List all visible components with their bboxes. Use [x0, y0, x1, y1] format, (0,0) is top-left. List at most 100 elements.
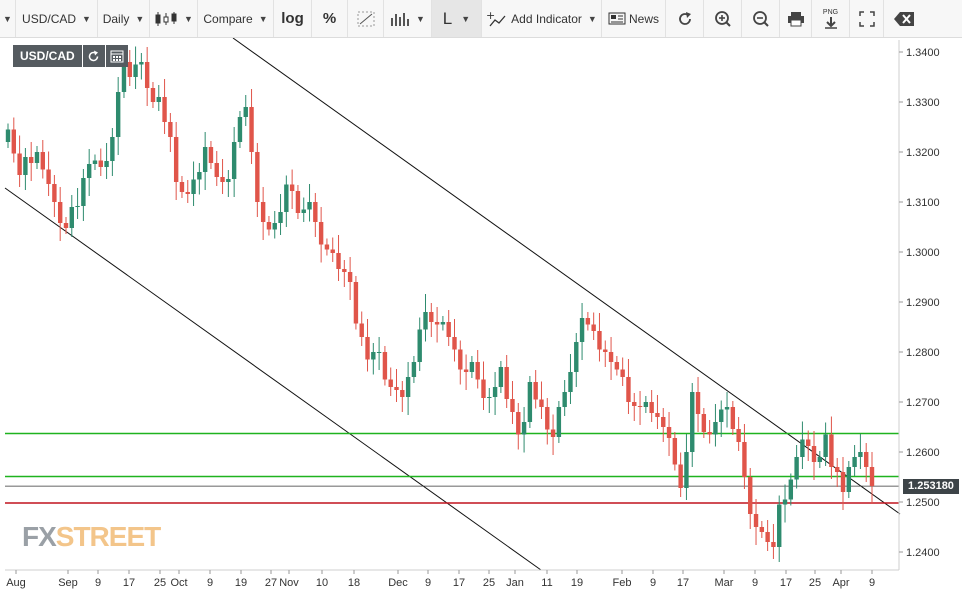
candle[interactable] — [301, 197, 306, 223]
candle[interactable] — [371, 343, 376, 375]
candle[interactable] — [545, 398, 550, 445]
candle[interactable] — [765, 520, 770, 551]
candle[interactable] — [266, 216, 272, 236]
candle[interactable] — [127, 50, 132, 86]
candle[interactable] — [562, 380, 567, 416]
candle[interactable] — [637, 391, 643, 425]
candle[interactable] — [521, 407, 527, 453]
candle[interactable] — [34, 146, 40, 169]
candle[interactable] — [255, 143, 260, 217]
candle[interactable] — [284, 175, 289, 228]
candle[interactable] — [243, 95, 248, 126]
add-indicator-button[interactable]: + Add Indicator ▼ — [482, 0, 602, 37]
candle[interactable] — [278, 194, 283, 235]
candle[interactable] — [632, 393, 637, 421]
candle[interactable] — [574, 333, 579, 387]
candle[interactable] — [510, 381, 515, 424]
drawing-tools-button[interactable] — [348, 0, 384, 37]
candle[interactable] — [237, 111, 243, 148]
candle[interactable] — [220, 159, 225, 194]
candle[interactable] — [5, 123, 11, 149]
candle[interactable] — [260, 187, 266, 240]
candle[interactable] — [197, 163, 202, 195]
candle[interactable] — [388, 367, 393, 397]
candle[interactable] — [191, 161, 196, 207]
candle[interactable] — [649, 390, 654, 422]
candle[interactable] — [11, 117, 16, 163]
candle[interactable] — [585, 312, 591, 331]
candle[interactable] — [487, 388, 492, 413]
candle[interactable] — [92, 154, 98, 171]
candle[interactable] — [643, 396, 649, 413]
candle[interactable] — [249, 89, 254, 164]
candle[interactable] — [417, 317, 422, 372]
candle[interactable] — [713, 404, 718, 447]
candle[interactable] — [156, 85, 161, 111]
candle[interactable] — [539, 381, 544, 420]
candle[interactable] — [556, 401, 562, 443]
candle[interactable] — [179, 176, 185, 198]
candle[interactable] — [724, 392, 730, 428]
candle[interactable] — [782, 484, 788, 523]
candle[interactable] — [173, 122, 179, 200]
candle[interactable] — [46, 151, 51, 197]
volume-button[interactable]: ▼ — [384, 0, 432, 37]
candle[interactable] — [63, 217, 69, 234]
candle[interactable] — [858, 434, 863, 469]
candle[interactable] — [353, 276, 359, 330]
candle[interactable] — [185, 180, 190, 203]
candle[interactable] — [672, 432, 678, 471]
candle[interactable] — [139, 53, 144, 80]
candle[interactable] — [429, 303, 434, 337]
candle[interactable] — [295, 185, 301, 219]
candle[interactable] — [550, 414, 556, 456]
candle[interactable] — [492, 372, 498, 415]
candle[interactable] — [655, 395, 660, 429]
candle[interactable] — [359, 311, 364, 347]
candle[interactable] — [423, 294, 428, 342]
candle[interactable] — [150, 82, 156, 108]
candle[interactable] — [759, 521, 765, 538]
candle[interactable] — [400, 381, 405, 412]
news-button[interactable]: News — [602, 0, 666, 37]
candle[interactable] — [463, 354, 469, 391]
candle[interactable] — [864, 443, 869, 482]
candle[interactable] — [527, 376, 533, 428]
candle[interactable] — [75, 188, 80, 219]
candle[interactable] — [678, 452, 683, 498]
candle[interactable] — [133, 46, 138, 90]
candle[interactable] — [800, 421, 805, 470]
candle[interactable] — [684, 434, 689, 500]
candle[interactable] — [382, 346, 388, 386]
candle[interactable] — [405, 362, 411, 415]
candle[interactable] — [794, 445, 799, 489]
candle[interactable] — [202, 132, 208, 190]
candle[interactable] — [579, 303, 585, 360]
candle[interactable] — [23, 148, 28, 190]
candle[interactable] — [806, 430, 811, 462]
candle[interactable] — [411, 356, 417, 383]
candle[interactable] — [336, 235, 341, 281]
candle[interactable] — [829, 416, 834, 480]
candle[interactable] — [736, 417, 741, 451]
candle[interactable] — [603, 340, 608, 368]
candle[interactable] — [614, 356, 620, 376]
candle[interactable] — [777, 495, 782, 563]
candle[interactable] — [440, 316, 446, 331]
log-scale-button[interactable]: log — [274, 0, 312, 37]
candle[interactable] — [208, 141, 214, 169]
candle[interactable] — [289, 169, 295, 210]
upper-channel-trendline[interactable] — [232, 38, 901, 515]
candle[interactable] — [452, 319, 457, 362]
lower-channel-trendline[interactable] — [4, 187, 542, 571]
percent-scale-button[interactable]: % — [312, 0, 348, 37]
candle[interactable] — [458, 340, 463, 385]
compare-button[interactable]: Compare ▼ — [198, 0, 274, 37]
candle[interactable] — [661, 408, 666, 442]
candle[interactable] — [811, 431, 817, 480]
zoom-out-button[interactable] — [742, 0, 780, 37]
candle[interactable] — [81, 169, 86, 221]
candle[interactable] — [707, 420, 712, 444]
candle[interactable] — [840, 457, 846, 510]
candle[interactable] — [608, 337, 614, 380]
